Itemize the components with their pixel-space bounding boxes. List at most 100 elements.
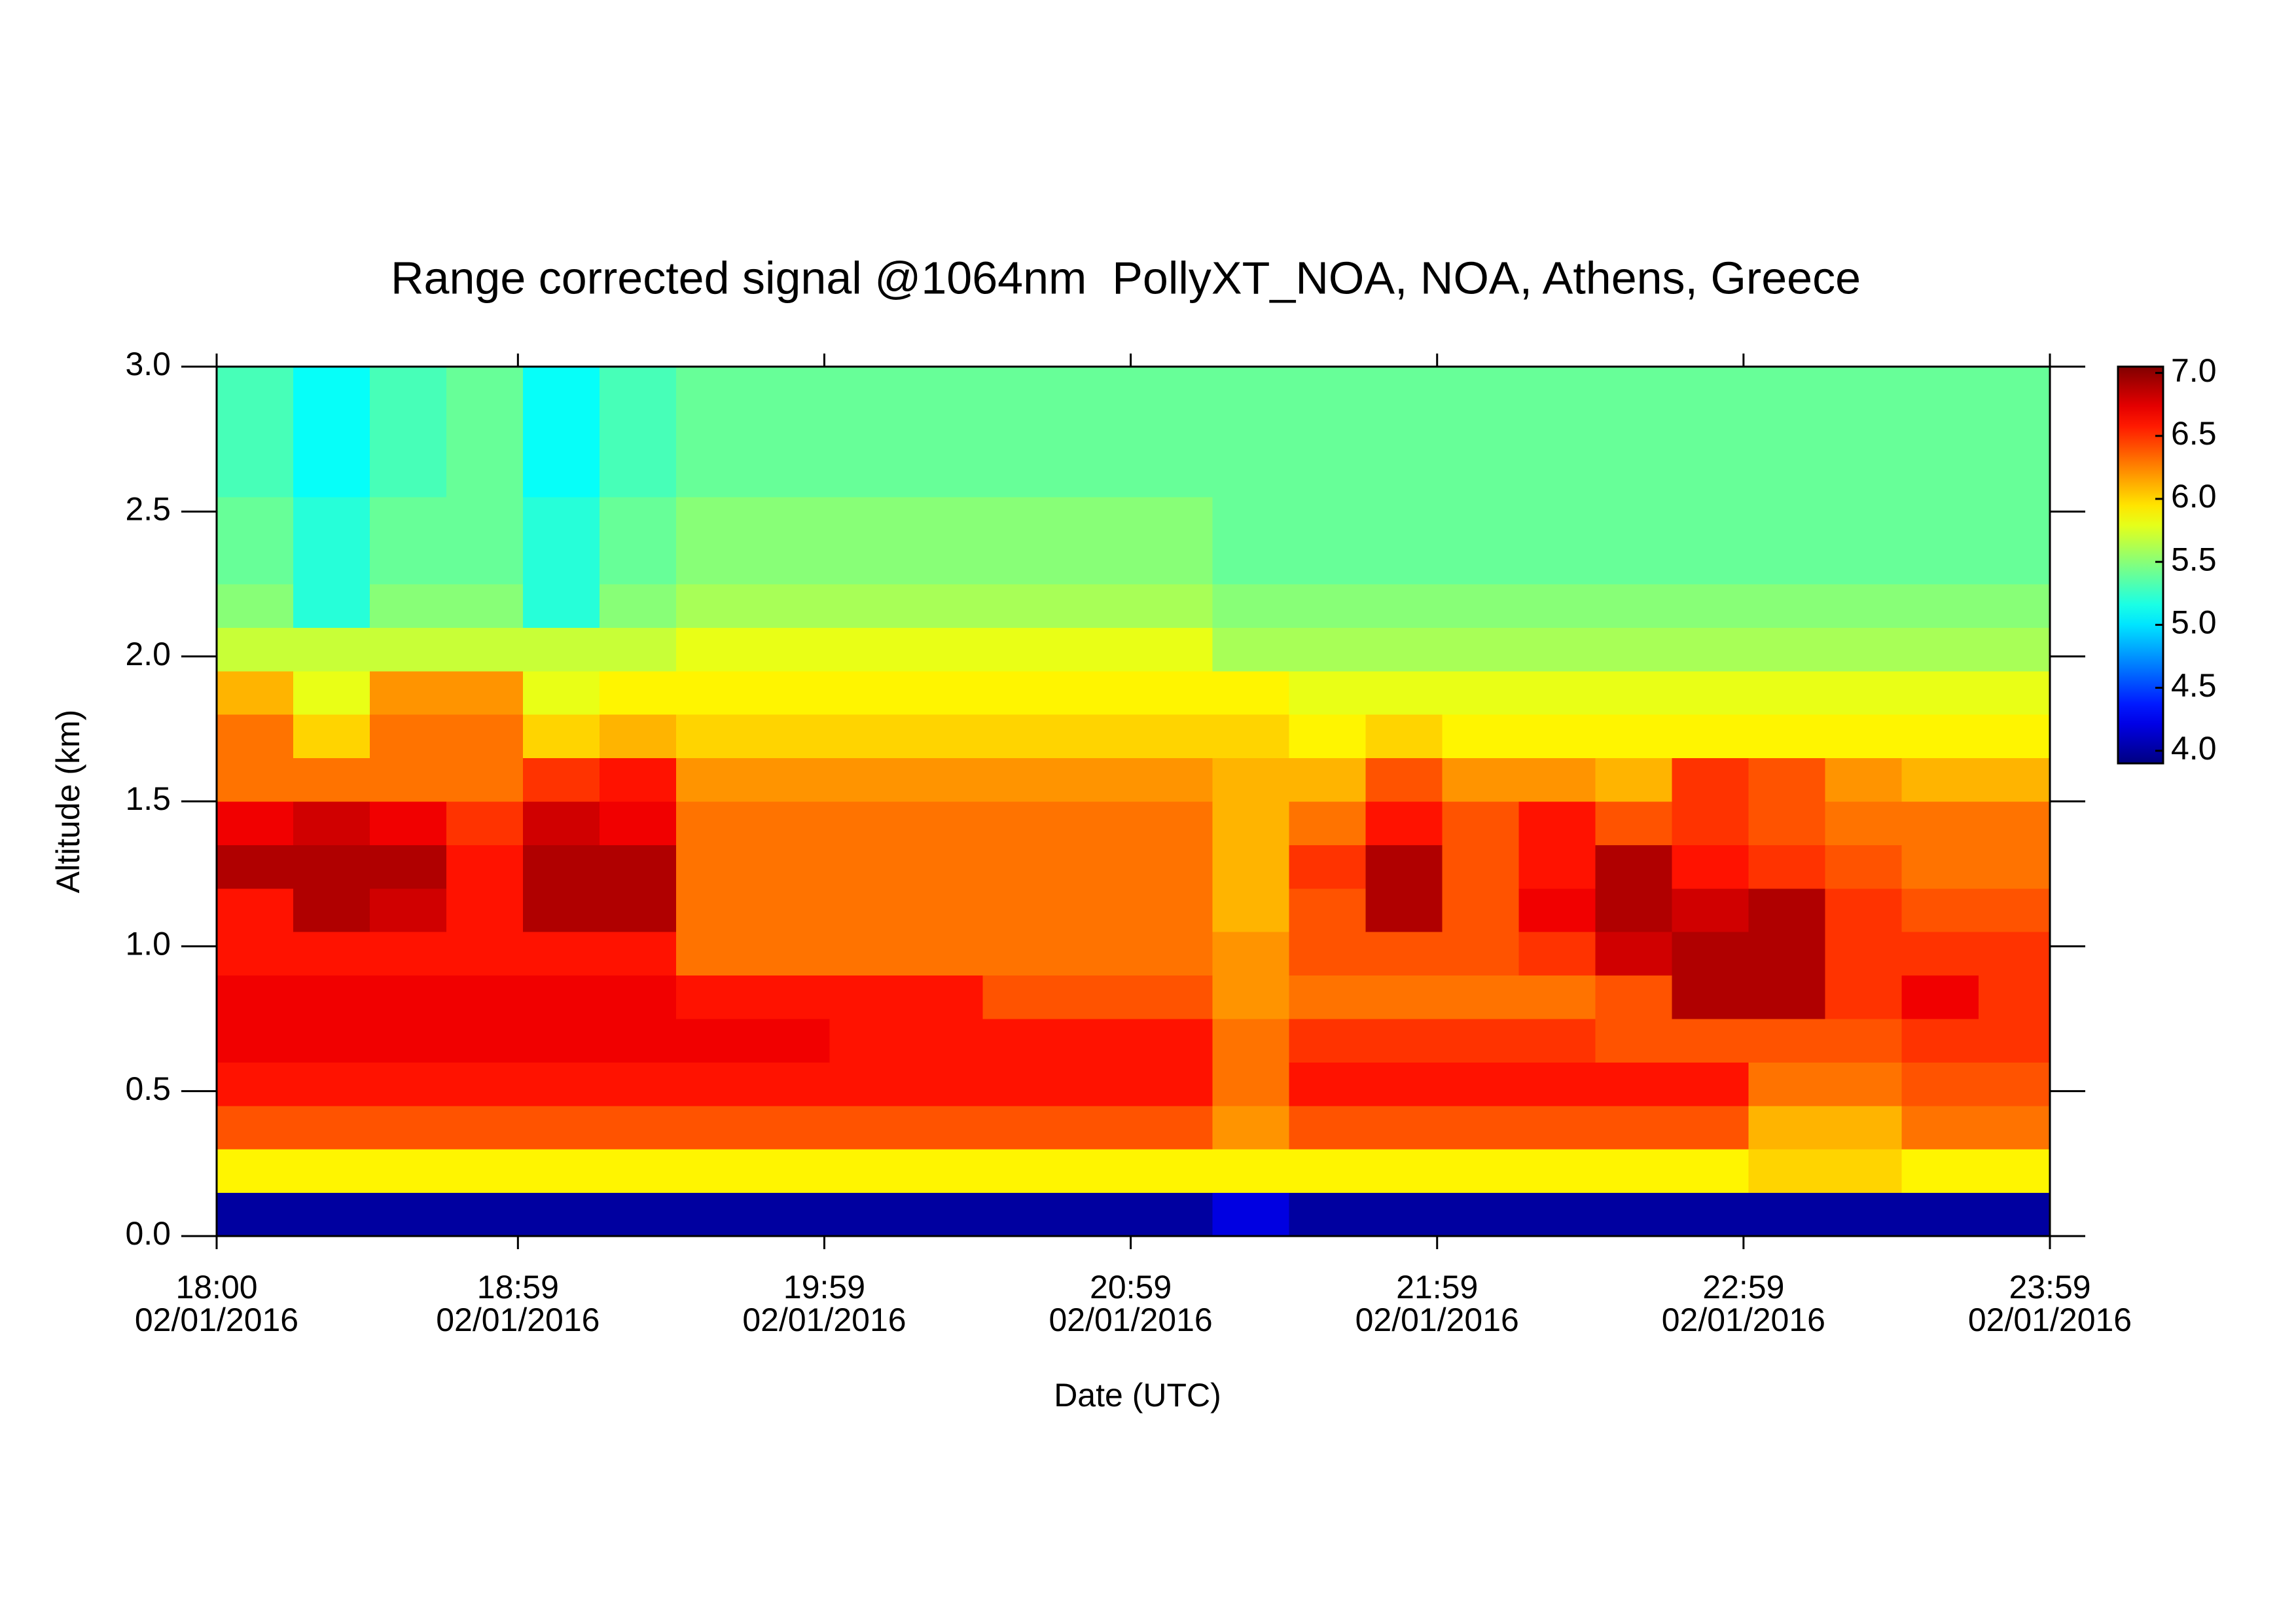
- heatmap-cell: [1825, 1019, 1903, 1063]
- heatmap: [217, 367, 2051, 1237]
- heatmap-cell: [1442, 1019, 1520, 1063]
- heatmap-cell: [1442, 410, 1520, 454]
- heatmap-cell: [1212, 801, 1289, 845]
- heatmap-cell: [446, 975, 524, 1019]
- heatmap-cell: [217, 801, 294, 845]
- heatmap-cell: [293, 540, 370, 585]
- heatmap-cell: [600, 670, 677, 715]
- heatmap-cell: [1442, 932, 1520, 976]
- heatmap-cell: [982, 410, 1060, 454]
- heatmap-cell: [982, 367, 1060, 410]
- heatmap-cell: [1595, 497, 1673, 541]
- heatmap-cell: [1595, 1149, 1673, 1194]
- heatmap-cell: [370, 932, 447, 976]
- heatmap-cell: [446, 1062, 524, 1106]
- heatmap-cell: [906, 1019, 983, 1063]
- heatmap-cell: [293, 627, 370, 672]
- heatmap-cell: [446, 1019, 524, 1063]
- heatmap-cell: [1289, 1105, 1367, 1150]
- heatmap-cell: [1059, 627, 1136, 672]
- heatmap-cell: [217, 453, 294, 498]
- heatmap-cell: [829, 1062, 906, 1106]
- heatmap-cell: [1442, 540, 1520, 585]
- heatmap-cell: [982, 801, 1060, 845]
- heatmap-cell: [1442, 584, 1520, 628]
- heatmap-cell: [906, 801, 983, 845]
- heatmap-cell: [217, 367, 294, 410]
- heatmap-cell: [1365, 714, 1443, 759]
- heatmap-cell: [829, 627, 906, 672]
- heatmap-cell: [676, 540, 753, 585]
- heatmap-cell: [1825, 410, 1903, 454]
- heatmap-cell: [293, 1149, 370, 1194]
- heatmap-cell: [1289, 975, 1367, 1019]
- heatmap-cell: [1672, 932, 1749, 976]
- heatmap-cell: [1059, 1062, 1136, 1106]
- heatmap-cell: [600, 627, 677, 672]
- heatmap-cell: [829, 757, 906, 802]
- heatmap-cell: [906, 845, 983, 889]
- heatmap-cell: [829, 888, 906, 932]
- heatmap-cell: [676, 1062, 753, 1106]
- heatmap-cell: [1748, 1105, 1826, 1150]
- heatmap-cell: [1748, 1062, 1826, 1106]
- heatmap-cell: [1442, 627, 1520, 672]
- heatmap-cell: [370, 1019, 447, 1063]
- heatmap-cell: [906, 975, 983, 1019]
- y-tick-label: 0.5: [125, 1070, 171, 1107]
- heatmap-cell: [370, 497, 447, 541]
- heatmap-cell: [676, 1192, 753, 1237]
- heatmap-cell: [446, 584, 524, 628]
- heatmap-cell: [1825, 497, 1903, 541]
- heatmap-cell: [370, 1149, 447, 1194]
- heatmap-cell: [676, 801, 753, 845]
- heatmap-cell: [676, 845, 753, 889]
- heatmap-cell: [1365, 497, 1443, 541]
- x-tick-time: 21:59: [1396, 1269, 1478, 1305]
- heatmap-cell: [906, 888, 983, 932]
- heatmap-cell: [753, 497, 830, 541]
- heatmap-cell: [1518, 975, 1596, 1019]
- heatmap-cell: [1442, 453, 1520, 498]
- heatmap-cell: [1901, 1105, 1979, 1150]
- heatmap-cell: [1442, 367, 1520, 410]
- heatmap-cell: [523, 975, 600, 1019]
- x-tick-date: 02/01/2016: [742, 1302, 906, 1338]
- heatmap-cell: [1978, 845, 2051, 889]
- heatmap-cell: [446, 410, 524, 454]
- heatmap-cell: [1901, 801, 1979, 845]
- heatmap-cell: [217, 410, 294, 454]
- heatmap-cell: [1748, 670, 1826, 715]
- heatmap-cell: [1289, 1019, 1367, 1063]
- heatmap-cell: [1825, 540, 1903, 585]
- heatmap-cell: [1672, 975, 1749, 1019]
- heatmap-cell: [829, 367, 906, 410]
- heatmap-cell: [1672, 584, 1749, 628]
- heatmap-cell: [1136, 845, 1213, 889]
- heatmap-cell: [600, 410, 677, 454]
- heatmap-cell: [906, 757, 983, 802]
- colorbar-tick-label: 5.0: [2171, 604, 2217, 641]
- axes: 0.00.51.01.52.02.53.018:0002/01/201618:5…: [125, 346, 2216, 1338]
- heatmap-cell: [1365, 1149, 1443, 1194]
- heatmap-cell: [523, 670, 600, 715]
- heatmap-cell: [1212, 757, 1289, 802]
- heatmap-cell: [1059, 540, 1136, 585]
- heatmap-cell: [1595, 975, 1673, 1019]
- heatmap-cell: [523, 540, 600, 585]
- y-tick-label: 2.5: [125, 491, 171, 528]
- heatmap-cell: [1212, 1149, 1289, 1194]
- heatmap-cell: [370, 845, 447, 889]
- heatmap-cell: [1595, 932, 1673, 976]
- heatmap-cell: [217, 627, 294, 672]
- colorbar-tick-label: 4.5: [2171, 667, 2217, 704]
- heatmap-cell: [293, 888, 370, 932]
- heatmap-cell: [906, 584, 983, 628]
- heatmap-cell: [1595, 540, 1673, 585]
- heatmap-cell: [1595, 627, 1673, 672]
- heatmap-cell: [600, 584, 677, 628]
- heatmap-cell: [1518, 845, 1596, 889]
- heatmap-cell: [1901, 540, 1979, 585]
- heatmap-cell: [446, 932, 524, 976]
- heatmap-cell: [1595, 410, 1673, 454]
